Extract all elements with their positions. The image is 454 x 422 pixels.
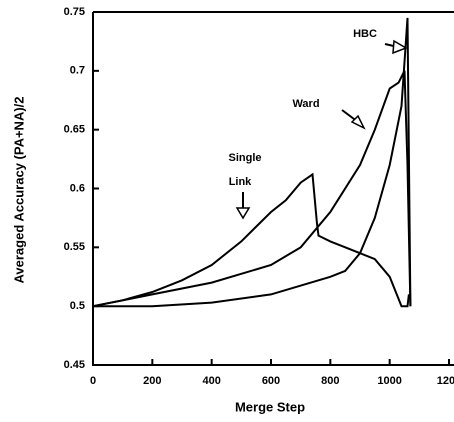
line: [92, 172, 410, 308]
y-tick-label: 0.65: [64, 124, 85, 136]
y-tick-label: 0.55: [64, 241, 85, 253]
annotation: Ward: [292, 98, 319, 110]
x-tick-label: 0: [90, 375, 96, 387]
y-tick-label: 0.45: [64, 359, 85, 371]
annotation: HBC: [353, 28, 377, 40]
x-tick-label: 1200: [437, 375, 454, 387]
x-tick-label: 200: [143, 375, 161, 387]
y-tick-label: 0.5: [70, 300, 85, 312]
x-tick-label: 1000: [377, 375, 401, 387]
line: [93, 17, 412, 308]
y-tick-label: 0.6: [70, 182, 85, 194]
y-tick-label: 0.75: [64, 6, 85, 18]
x-tick-label: 400: [202, 375, 220, 387]
y-axis-label: Averaged Accuracy (PA+NA)/2: [11, 96, 26, 283]
arrow-head: [392, 39, 408, 55]
annotation: Link: [229, 176, 252, 188]
x-tick-label: 800: [321, 375, 339, 387]
x-axis-label: Merge Step: [235, 399, 305, 414]
axis-frame: [92, 11, 454, 366]
arrow-head: [235, 207, 251, 220]
x-tick-label: 600: [262, 375, 280, 387]
line: [92, 70, 412, 308]
y-tick-label: 0.7: [70, 65, 85, 77]
annotation: Single: [228, 152, 261, 164]
arrow-head: [350, 114, 366, 130]
